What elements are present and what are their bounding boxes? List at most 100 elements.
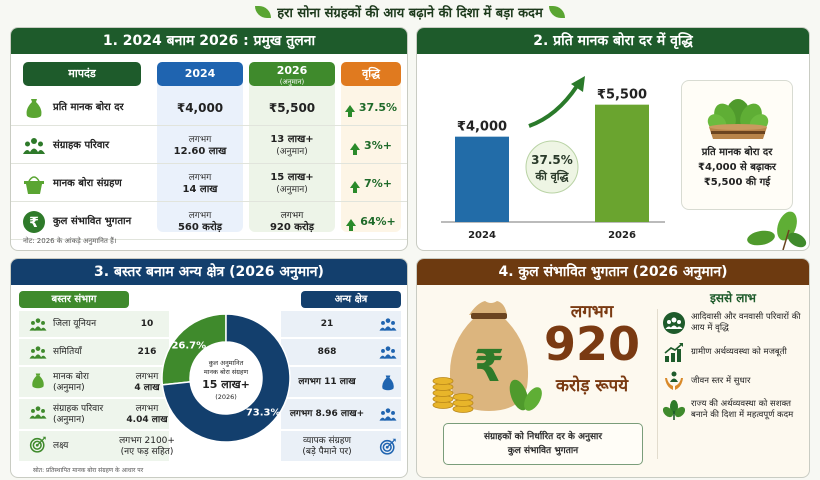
donut-percent-label: 73.3% — [246, 407, 281, 418]
comparison-panel: 1. 2024 बनाम 2026 : प्रमुख तुलना मापदंड … — [10, 27, 408, 251]
collection-donut-chart: 26.7% 73.3% कुल अनुमानितमानक बोरा संग्रहण 1… — [161, 313, 291, 443]
comparison-row: ₹ कुल संभावित भुगतान लगभग 560 करोड़ लगभग 920 … — [11, 204, 407, 240]
other-region-header: अन्य क्षेत्र — [301, 291, 401, 308]
value-2024: ₹4,000 — [157, 90, 243, 126]
bastar-row: जिला यूनियन 10 — [19, 311, 169, 338]
growth-text: 3%+ — [364, 139, 392, 152]
metric-label: संग्राहक परिवार — [53, 140, 110, 151]
bastar-row: समितियाँ 216 — [19, 339, 169, 366]
source-note: स्रोत: प्रतिस्थापित मानक बोरा संग्रहण के… — [33, 467, 144, 474]
money-bag-icon — [23, 97, 45, 119]
donut-slice-other — [161, 313, 291, 443]
value-2026-text: ₹5,500 — [268, 101, 316, 115]
rate-summary-text: प्रति मानक बोरा दर ₹4,000 से बढ़ाकर ₹5,5… — [682, 145, 792, 190]
bastar-value-prefix: लगभग — [135, 371, 159, 382]
bastar-value: 216 — [117, 339, 177, 366]
divider — [657, 309, 658, 459]
leaf-icon — [548, 6, 565, 18]
page-subtitle: हरा सोना संग्रहकों की आय बढ़ाने की दिशा … — [0, 3, 820, 21]
up-arrow-icon — [344, 104, 355, 117]
up-arrow-icon — [346, 218, 357, 231]
leaves-decoration-icon — [747, 211, 807, 250]
bar-2024 — [455, 136, 509, 222]
donut-percent-label: 26.7% — [171, 341, 206, 352]
comparison-row: संग्राहक परिवार लगभग 12.60 लाख 13 लाख+ (अनुम… — [11, 128, 407, 164]
basket-icon — [23, 173, 45, 195]
bar-value-label: ₹5,500 — [597, 88, 647, 103]
svg-text:₹: ₹ — [29, 215, 39, 231]
donut-center-text: (2026) — [215, 393, 237, 401]
growth-badge-text: 37.5% — [531, 153, 573, 167]
value-2026: 13 लाख+ (अनुमान) — [249, 128, 335, 164]
growth-arrowhead-icon — [571, 76, 585, 92]
people-icon — [379, 316, 397, 333]
bastar-value: 10 — [117, 311, 177, 338]
rate-growth-panel-title: 2. प्रति मानक बोरा दर में वृद्धि — [417, 28, 809, 54]
bastar-label: समितियाँ — [53, 347, 82, 357]
value-2026-text: (अनुमान) — [276, 185, 308, 195]
svg-text:₹: ₹ — [474, 341, 505, 392]
bar-2026 — [595, 104, 649, 222]
other-region-value: लगभग 8.96 लाख+ — [281, 399, 373, 430]
other-region-value: लगभग 11 लाख — [281, 367, 373, 398]
money-bag-icon: ₹ — [432, 301, 542, 413]
metric-label: प्रति मानक बोरा दर — [53, 102, 124, 113]
money-bag-icon — [379, 374, 397, 391]
bastar-label: संग्राहक परिवार (अनुमान) — [53, 403, 104, 425]
bastar-value-text: (नए फड़ सहित) — [120, 446, 174, 457]
people-icon — [29, 344, 47, 361]
rate-bar-chart: ₹4,000 2024 ₹5,500 2026 37.5% की वृद्धि — [441, 76, 665, 241]
value-2024-prefix: लगभग — [188, 173, 212, 183]
bastar-value-text: 4 लाख — [134, 382, 160, 393]
growth-arrow-icon — [528, 84, 579, 128]
target-icon — [29, 436, 47, 453]
approx-label: लगभग — [570, 302, 614, 322]
growth-text: 37.5% — [358, 101, 398, 114]
people-icon — [29, 316, 47, 333]
money-bag-icon — [29, 372, 47, 389]
payment-panel-title: 4. कुल संभावित भुगतान (2026 अनुमान) — [417, 259, 809, 285]
value-2026-text: 920 करोड़ — [269, 222, 315, 233]
bastar-value-text: 4.04 लाख — [126, 414, 168, 425]
other-region-value: 21 — [281, 311, 373, 338]
benefit-text: आदिवासी और वनवासी परिवारों की आय में वृद… — [691, 312, 801, 333]
other-region-value: 868 — [281, 339, 373, 366]
other-region-value-text: (बड़े पैमाने पर) — [302, 446, 352, 457]
benefit-text: राज्य की अर्थव्यवस्था को सशक्त बनाने की … — [691, 399, 794, 420]
bastar-value-prefix: लगभग 2100+ — [119, 435, 175, 446]
comparison-row: मानक बोरा संग्रहण लगभग 14 लाख 15 लाख+ (अनुमा… — [11, 166, 407, 202]
donut-center-text: कुल अनुमानित — [209, 359, 244, 367]
leaf-icon — [663, 400, 685, 420]
value-2024-prefix: लगभग — [188, 211, 212, 221]
bastar-header: बस्तर संभाग — [19, 291, 129, 308]
value-2024-text: 560 करोड़ — [177, 222, 223, 233]
donut-center-text: 15 लाख+ — [202, 378, 250, 391]
other-region-value-text: 868 — [317, 347, 337, 357]
other-region-value-text: लगभग 8.96 लाख+ — [289, 409, 365, 419]
comparison-panel-title: 1. 2024 बनाम 2026 : प्रमुख तुलना — [11, 28, 407, 54]
other-region-row: लगभग 8.96 लाख+ — [281, 399, 401, 430]
value-2024-text: 14 लाख — [182, 184, 218, 195]
value-2026-prefix: 13 लाख+ — [270, 134, 314, 145]
value-2024: लगभग 14 लाख — [157, 166, 243, 202]
rate-summary-line: ₹4,000 से बढ़ाकर — [697, 162, 776, 173]
value-2026-text: (अनुमान) — [276, 147, 308, 157]
value-2024: लगभग 560 करोड़ — [157, 204, 243, 240]
value-2024-text: ₹4,000 — [176, 101, 224, 115]
benefits-list: इससे लाभ आदिवासी और वनवासी परिवारों की आ… — [663, 289, 803, 428]
people-icon — [29, 404, 47, 421]
value-2024: लगभग 12.60 लाख — [157, 128, 243, 164]
metric-label: कुल संभावित भुगतान — [53, 216, 132, 227]
bar-value-label: ₹4,000 — [457, 120, 507, 135]
value-2026-prefix: लगभग — [280, 211, 304, 221]
value-2026: लगभग 920 करोड़ — [249, 204, 335, 240]
growth-text: 64%+ — [360, 215, 396, 228]
metric-label: मानक बोरा संग्रहण — [53, 178, 122, 189]
other-region-value: व्यापक संग्रहण (बड़े पैमाने पर) — [281, 431, 373, 462]
header-growth: वृद्धि — [341, 62, 401, 86]
target-icon — [379, 438, 397, 455]
bastar-vs-other-panel: 3. बस्तर बनाम अन्य क्षेत्र (2026 अनुमान)… — [10, 258, 408, 478]
benefit-text: ग्रामीण अर्थव्यवस्था को मजबूती — [691, 346, 787, 357]
growth-badge-text: की वृद्धि — [535, 169, 570, 184]
rate-summary-box: प्रति मानक बोरा दर ₹4,000 से बढ़ाकर ₹5,5… — [681, 80, 793, 210]
